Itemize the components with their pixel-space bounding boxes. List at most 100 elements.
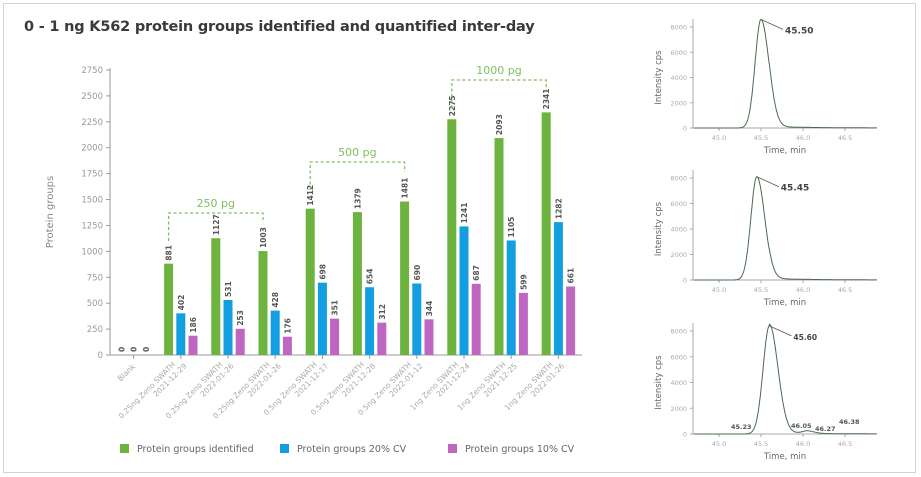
data-label: 0 [117,347,126,352]
data-label: 312 [378,304,387,320]
chromatogram-y-tick-label: 2000 [670,251,687,259]
data-label: 1105 [507,217,516,238]
y-tick-label: 2750 [81,66,103,76]
data-label: 0 [130,347,139,352]
chromatogram-trace [693,176,877,281]
bar [424,319,434,355]
chromatogram-x-tick-label: 45.5 [754,134,768,142]
data-label: 1481 [401,178,410,199]
data-label: 1412 [306,185,315,206]
legend-label: Protein groups identified [137,444,254,455]
chromatogram-x-tick-label: 45.0 [712,134,726,142]
bar [352,212,362,355]
bar [223,299,233,355]
data-label: 1127 [212,214,221,235]
x-tick-label: Blank [116,362,138,384]
y-tick-label: 1000 [81,247,103,257]
legend-swatch [280,444,289,453]
bar [518,292,528,355]
group-bracket [309,161,406,190]
chromatogram-y-tick-label: 4000 [670,379,687,387]
bar [494,138,504,355]
chromatogram-trace [693,323,877,435]
bar [330,318,340,355]
chromatogram-x-axis-label: Time, min [763,146,806,156]
data-label: 344 [425,301,434,317]
chromatogram-x-tick-label: 45.5 [754,440,768,448]
chromatogram-y-axis-label: Intensity cps [654,50,664,105]
data-label: 654 [366,269,375,285]
y-tick-label: 1500 [81,196,103,206]
peak-label: 45.45 [781,184,809,194]
chromatogram-x-tick-label: 46.0 [796,440,810,448]
chromatogram-y-axis-label: Intensity cps [654,355,664,410]
peak-label: 45.23 [731,423,752,431]
data-label: 351 [331,300,340,316]
data-label: 661 [567,268,576,284]
data-label: 698 [318,264,327,280]
chromatogram-y-tick-label: 8000 [670,175,687,183]
chromatogram-x-tick-label: 45.5 [754,286,768,294]
bar [447,119,457,356]
chromatogram-trace [693,18,877,129]
data-label: 1241 [460,203,469,224]
bar [412,283,422,355]
chromatogram-y-tick-label: 0 [683,431,687,439]
bar [553,222,563,355]
bar [305,208,315,355]
data-label: 881 [165,245,174,261]
chromatogram-y-tick-label: 6000 [670,353,687,361]
peak-label: 46.05 [791,422,812,430]
data-label: 186 [189,317,198,333]
chromatogram-x-tick-label: 46.0 [796,134,810,142]
bar [506,240,516,355]
group-bracket-label: 500 pg [338,146,376,159]
y-axis-label: Protein groups [45,176,56,249]
data-label: 2341 [542,89,551,110]
bar [459,226,469,355]
chromatogram-y-axis-label: Intensity cps [654,201,664,256]
bar [317,282,327,355]
chromatogram-y-tick-label: 8000 [670,24,687,32]
group-bracket [167,212,264,241]
y-tick-label: 500 [87,299,103,309]
data-label: 2093 [495,114,504,135]
data-label: 1379 [353,188,362,209]
chromatogram-x-axis-label: Time, min [763,452,806,462]
chromatogram-x-tick-label: 46.0 [796,286,810,294]
data-label: 253 [236,310,245,326]
y-tick-label: 750 [87,273,103,283]
data-label: 1003 [259,227,268,248]
data-label: 0 [142,347,151,352]
data-label: 1282 [554,198,563,219]
chart-title: 0 - 1 ng K562 protein groups identified … [24,19,535,35]
y-tick-label: 1750 [81,170,103,180]
bar [566,286,576,355]
chromatogram-y-tick-label: 2000 [670,99,687,107]
group-bracket-label: 250 pg [197,197,235,210]
bar [541,112,551,356]
y-tick-label: 1250 [81,221,103,231]
legend-label: Protein groups 20% CV [297,444,407,455]
bar [471,283,481,355]
data-label: 690 [413,265,422,281]
chromatogram-x-tick-label: 46.5 [838,134,852,142]
bar [235,328,245,355]
data-label: 531 [224,281,233,297]
chromatogram-x-tick-label: 46.5 [838,286,852,294]
chromatogram-y-tick-label: 8000 [670,328,687,336]
data-label: 428 [271,292,280,308]
peak-label-leader [760,19,784,30]
figure-frame [3,3,916,473]
peak-label: 46.27 [815,425,836,433]
chromatogram-x-tick-label: 45.0 [712,440,726,448]
bar [282,336,292,355]
bar [188,335,198,355]
group-bracket-label: 1000 pg [476,64,521,77]
data-label: 176 [283,318,292,334]
y-tick-label: 250 [87,325,103,335]
y-tick-label: 2000 [81,144,103,154]
chromatogram-x-tick-label: 46.5 [838,440,852,448]
chromatogram-y-tick-label: 6000 [670,49,687,57]
bar [400,201,410,355]
